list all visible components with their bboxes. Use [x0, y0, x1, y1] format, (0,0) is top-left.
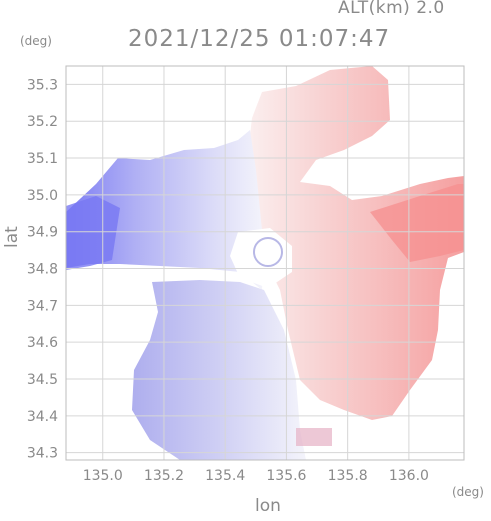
x-tick-label: 135.0 [83, 468, 123, 484]
y-tick-label: 34.8 [27, 262, 58, 278]
y-tick-label: 34.4 [27, 409, 58, 425]
x-tick-label: 135.4 [205, 468, 245, 484]
y-tick-label: 35.3 [27, 77, 58, 93]
lon-unit-label: (deg) [452, 485, 484, 499]
altitude-label: ALT(km) 2.0 [338, 0, 445, 18]
echo-patch [296, 428, 332, 446]
negative-velocity-lower-region [132, 280, 306, 460]
near-zero-region [230, 228, 292, 288]
x-tick-labels: 135.0 135.2 135.4 135.6 135.8 136.0 [83, 468, 429, 484]
y-tick-labels: 35.3 35.2 35.1 35.0 34.9 34.8 34.7 34.6 34.5 34.4… [27, 77, 58, 461]
x-tick-label: 136.0 [389, 468, 429, 484]
y-tick-label: 35.0 [27, 188, 58, 204]
x-tick-label: 135.6 [266, 468, 306, 484]
timestamp-title: 2021/12/25 01:07:47 [128, 26, 391, 52]
x-tick-label: 135.8 [328, 468, 368, 484]
positive-velocity-region [246, 66, 464, 420]
x-axis-label: lon [255, 496, 281, 516]
y-tick-label: 34.7 [27, 298, 58, 314]
radar-site-ring [253, 237, 283, 267]
x-tick-label: 135.2 [144, 468, 184, 484]
plot-frame [65, 65, 465, 461]
y-tick-label: 34.9 [27, 225, 58, 241]
y-tick-label: 34.5 [27, 372, 58, 388]
lat-unit-label: (deg) [20, 34, 52, 48]
radar-echo-field [66, 66, 464, 460]
negative-velocity-region [66, 130, 264, 290]
y-tick-label: 34.6 [27, 335, 58, 351]
y-tick-label: 34.3 [27, 446, 58, 462]
strong-positive-band [370, 184, 464, 262]
strong-negative-band [66, 196, 120, 270]
y-tick-label: 35.2 [27, 114, 58, 130]
y-tick-label: 35.1 [27, 151, 58, 167]
gridlines [66, 66, 464, 460]
